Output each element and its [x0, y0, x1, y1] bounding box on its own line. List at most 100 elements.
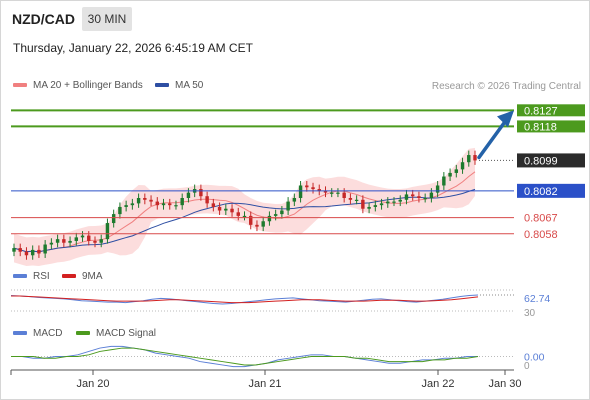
candle: [130, 198, 135, 210]
candle-body: [174, 205, 178, 207]
candle: [367, 202, 371, 214]
candle: [68, 236, 72, 248]
candle: [155, 197, 159, 210]
rsi-value-label: 62.74: [524, 293, 550, 305]
candle-body: [330, 192, 334, 194]
candle-body: [18, 248, 22, 252]
candle: [273, 209, 278, 221]
candle-body: [454, 169, 459, 173]
candle-body: [30, 249, 35, 256]
candle: [373, 200, 378, 212]
rsi-swatch: [13, 274, 27, 279]
candle: [199, 184, 203, 201]
candle: [417, 191, 421, 203]
candle: [305, 181, 309, 192]
candle: [404, 189, 409, 205]
pivot-label-box: [517, 183, 585, 198]
macd-signal-swatch: [76, 331, 90, 336]
resistance-label-box: [517, 120, 585, 133]
candle: [386, 197, 390, 208]
candle: [93, 236, 97, 248]
candle-body: [317, 189, 321, 191]
candle: [136, 193, 141, 208]
candle: [267, 211, 272, 226]
candle: [435, 181, 440, 198]
candle: [174, 200, 178, 210]
candle-body: [62, 239, 66, 243]
candle: [286, 197, 290, 215]
legend-macd-signal-label: MACD Signal: [96, 328, 157, 339]
symbol-title: NZD/CAD: [12, 11, 75, 27]
candle-body: [186, 192, 191, 198]
candle-body: [130, 203, 135, 206]
candle-body: [442, 176, 446, 186]
rsi-ma-line: [11, 295, 479, 304]
timeframe-button[interactable]: 30 MIN: [82, 7, 132, 31]
candle-body: [149, 199, 153, 202]
forecast-arrow-line: [477, 118, 508, 160]
legend-rsi-ma: 9MA: [62, 271, 103, 282]
candle-body: [467, 155, 471, 163]
legend-ma50: MA 50: [155, 80, 203, 91]
candle-body: [155, 201, 159, 206]
candle-body: [217, 206, 222, 211]
candle: [423, 193, 427, 203]
legend-rsi-ma-label: 9MA: [82, 271, 103, 282]
candle-body: [361, 199, 365, 209]
candle: [460, 157, 465, 174]
x-tick-label: Jan 21: [248, 378, 281, 390]
resistance-label: 0.8118: [524, 121, 557, 133]
candle-body: [249, 215, 253, 225]
candle: [298, 181, 303, 203]
resistance-label: 0.8127: [524, 105, 558, 117]
candle-body: [124, 205, 128, 207]
candle-body: [261, 221, 265, 227]
candle-body: [105, 223, 110, 240]
candle: [442, 172, 446, 190]
candle-body: [448, 172, 452, 177]
candle-body: [298, 185, 303, 198]
candle: [124, 200, 128, 212]
candle: [230, 204, 234, 217]
candle-body: [435, 185, 440, 193]
candle: [317, 184, 321, 196]
candle: [74, 232, 79, 246]
candle: [217, 202, 222, 215]
candle-body: [311, 187, 315, 190]
candle-body: [473, 155, 477, 161]
ma20-swatch: [13, 83, 27, 88]
candle-body: [273, 214, 278, 216]
candle: [30, 245, 35, 260]
candle: [149, 195, 153, 207]
candle-body: [99, 239, 103, 243]
candle: [62, 234, 66, 248]
candle: [24, 247, 29, 260]
legend-ma20-label: MA 20 + Bollinger Bands: [33, 80, 143, 91]
candle: [473, 150, 477, 165]
candle: [323, 186, 328, 198]
candle: [348, 193, 353, 205]
candle-body: [286, 201, 290, 211]
macd-swatch: [13, 331, 27, 336]
macd-value-label: 0.00: [524, 352, 545, 364]
macd-line: [11, 345, 478, 368]
candle: [180, 193, 184, 210]
legend-ma20: MA 20 + Bollinger Bands: [13, 80, 143, 91]
candle-body: [348, 198, 353, 200]
x-tick-label: Jan 20: [76, 378, 109, 390]
candle-body: [398, 199, 402, 202]
candle: [255, 220, 259, 232]
candle: [280, 206, 284, 219]
forecast-arrow-head: [497, 110, 514, 128]
candle: [205, 191, 209, 208]
candle: [37, 245, 41, 258]
candle-body: [404, 194, 409, 200]
candle: [448, 168, 452, 181]
candle: [18, 243, 22, 257]
candle-body: [236, 212, 240, 216]
macd-signal-line: [11, 347, 479, 366]
candle: [105, 218, 110, 244]
candle: [249, 211, 253, 230]
candle-body: [74, 237, 79, 241]
